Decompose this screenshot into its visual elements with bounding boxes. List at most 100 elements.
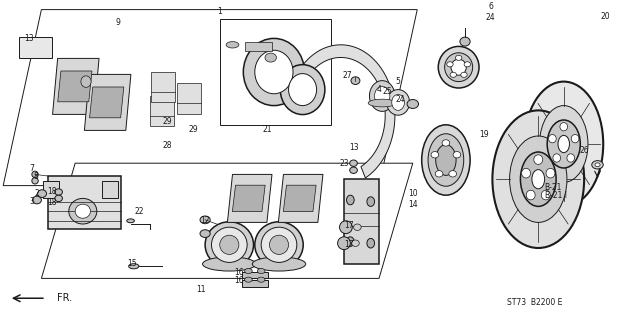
Ellipse shape [220, 235, 239, 254]
Ellipse shape [553, 154, 561, 162]
Text: 25: 25 [382, 87, 392, 96]
Ellipse shape [558, 135, 569, 153]
Text: 29: 29 [188, 125, 198, 134]
Ellipse shape [451, 59, 466, 75]
Polygon shape [58, 71, 92, 102]
Ellipse shape [461, 72, 467, 77]
Bar [151, 72, 175, 102]
Ellipse shape [38, 190, 47, 197]
Bar [177, 83, 201, 114]
Ellipse shape [450, 72, 457, 77]
Text: 13: 13 [348, 143, 359, 152]
Bar [102, 181, 118, 198]
Text: FR.: FR. [57, 293, 73, 303]
Text: 28: 28 [162, 141, 171, 150]
Text: 13: 13 [24, 34, 34, 43]
Bar [150, 96, 174, 126]
Text: 3: 3 [29, 197, 34, 206]
Ellipse shape [127, 219, 134, 223]
Ellipse shape [200, 216, 210, 224]
Polygon shape [233, 185, 265, 212]
Ellipse shape [534, 155, 543, 164]
Text: 16: 16 [234, 276, 244, 285]
Ellipse shape [526, 190, 535, 200]
Text: 10: 10 [408, 189, 418, 198]
Ellipse shape [252, 257, 306, 271]
Ellipse shape [438, 46, 479, 88]
Text: 12: 12 [201, 216, 210, 225]
Ellipse shape [245, 277, 252, 282]
Ellipse shape [32, 171, 38, 178]
Text: 22: 22 [134, 207, 143, 216]
Ellipse shape [351, 77, 360, 84]
Ellipse shape [75, 204, 90, 218]
Ellipse shape [32, 178, 38, 184]
Ellipse shape [205, 222, 254, 268]
Bar [220, 19, 331, 125]
Text: 23: 23 [339, 159, 349, 168]
Ellipse shape [428, 134, 464, 186]
Text: 9: 9 [115, 18, 120, 27]
Ellipse shape [265, 53, 276, 62]
Ellipse shape [541, 190, 550, 200]
Text: 24: 24 [485, 13, 496, 22]
Ellipse shape [546, 168, 555, 178]
Ellipse shape [257, 268, 265, 274]
Ellipse shape [524, 82, 603, 206]
Ellipse shape [567, 154, 575, 162]
Ellipse shape [407, 100, 419, 108]
Ellipse shape [255, 222, 303, 268]
Bar [344, 179, 379, 264]
Ellipse shape [520, 152, 556, 206]
Text: 2: 2 [34, 189, 39, 198]
Ellipse shape [69, 198, 97, 224]
Ellipse shape [81, 76, 91, 87]
Ellipse shape [55, 189, 62, 195]
Ellipse shape [392, 94, 404, 110]
Ellipse shape [354, 224, 361, 230]
Text: 8: 8 [34, 172, 39, 180]
Ellipse shape [211, 227, 247, 262]
Text: 4: 4 [376, 85, 382, 94]
Ellipse shape [547, 120, 580, 168]
Ellipse shape [387, 90, 410, 115]
Polygon shape [278, 174, 323, 222]
Ellipse shape [422, 125, 470, 195]
Ellipse shape [368, 99, 396, 107]
Bar [43, 181, 59, 198]
Ellipse shape [540, 106, 588, 182]
Ellipse shape [560, 123, 568, 131]
Ellipse shape [592, 161, 603, 169]
Text: 29: 29 [162, 117, 172, 126]
Polygon shape [283, 185, 316, 212]
Text: 18: 18 [48, 198, 57, 207]
Bar [242, 272, 268, 278]
Ellipse shape [492, 110, 584, 248]
Ellipse shape [350, 167, 357, 173]
Polygon shape [227, 174, 272, 222]
Ellipse shape [435, 171, 443, 177]
Ellipse shape [340, 221, 352, 234]
Ellipse shape [347, 195, 354, 205]
Ellipse shape [350, 160, 357, 166]
Text: B-21 I: B-21 I [545, 191, 567, 200]
Ellipse shape [269, 235, 289, 254]
Ellipse shape [261, 227, 297, 262]
Polygon shape [90, 87, 124, 118]
Text: 6: 6 [488, 2, 493, 11]
Ellipse shape [243, 38, 304, 106]
Text: 11: 11 [196, 285, 205, 294]
Ellipse shape [522, 168, 531, 178]
Ellipse shape [595, 163, 600, 167]
Ellipse shape [464, 62, 471, 67]
Bar [245, 42, 272, 51]
Ellipse shape [367, 238, 375, 248]
Ellipse shape [32, 196, 41, 204]
Polygon shape [289, 45, 395, 178]
Polygon shape [41, 163, 413, 278]
Ellipse shape [255, 50, 293, 94]
Ellipse shape [510, 136, 567, 222]
Text: 16: 16 [234, 268, 244, 277]
Ellipse shape [352, 240, 359, 246]
Ellipse shape [449, 171, 457, 177]
